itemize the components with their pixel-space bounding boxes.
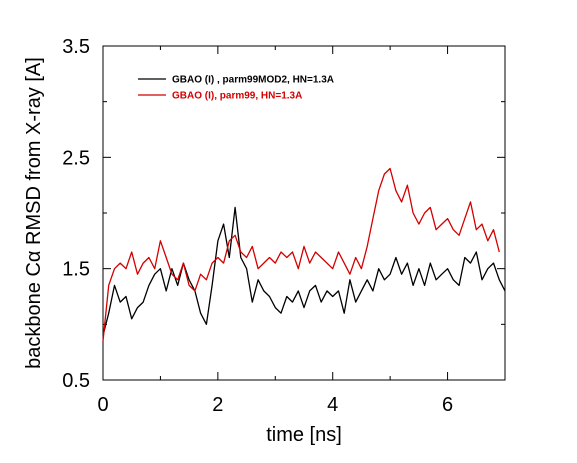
- x-tick-label: 0: [97, 394, 108, 416]
- y-tick-label: 3.5: [62, 36, 90, 58]
- x-axis-label: time [ns]: [266, 424, 342, 446]
- legend-label-2: GBAO (I), parm99, HN=1.3A: [172, 91, 302, 102]
- legend: GBAO (I) , parm99MOD2, HN=1.3A GBAO (I), …: [138, 75, 334, 102]
- plot-frame: [102, 45, 506, 381]
- legend-label-1: GBAO (I) , parm99MOD2, HN=1.3A: [172, 75, 334, 86]
- x-tick-label: 2: [212, 394, 223, 416]
- y-tick-label: 2.5: [62, 147, 90, 169]
- y-tick-label: 0.5: [62, 370, 90, 392]
- series-line-1: [102, 206, 506, 336]
- x-tick-label: 6: [442, 394, 453, 416]
- y-axis-label: backbone Cα RMSD from X-ray [A]: [23, 57, 45, 369]
- series-lines: [102, 167, 506, 342]
- x-tick-label: 4: [327, 394, 338, 416]
- tick-labels: 0 2 4 6 0.5 1.5 2.5 3.5: [62, 36, 453, 416]
- axis-ticks: [102, 45, 505, 381]
- y-tick-label: 1.5: [62, 259, 90, 281]
- series-line-2: [102, 167, 500, 342]
